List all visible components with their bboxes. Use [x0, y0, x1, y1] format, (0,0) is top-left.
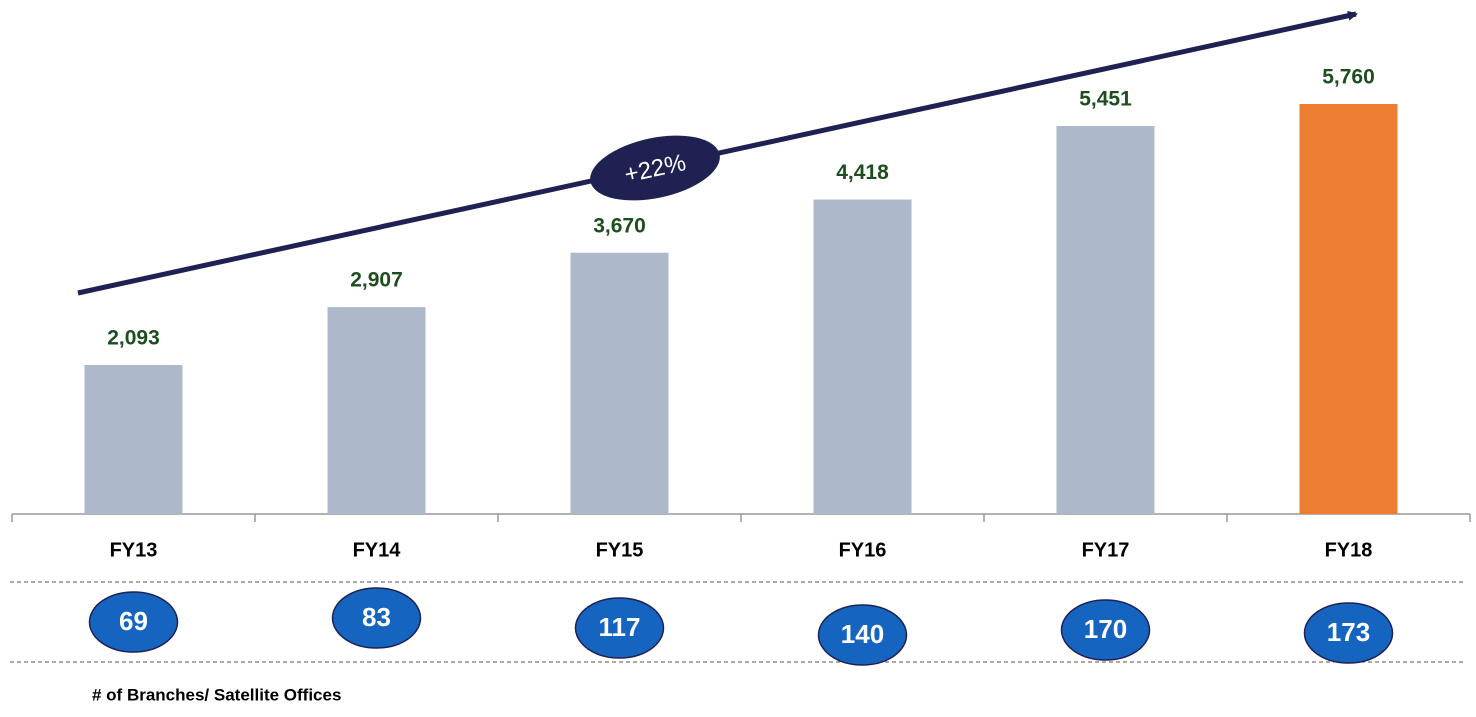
branch-count: 83: [362, 602, 391, 632]
branch-bubble: [1060, 599, 1151, 661]
branch-count: 69: [119, 606, 148, 636]
branch-bubble: [574, 597, 665, 659]
x-tick-label: FY14: [353, 539, 402, 561]
value-label: 2,907: [350, 269, 403, 292]
annotation: +22%: [590, 135, 720, 201]
branch-bubble: [817, 604, 908, 666]
branch-bubble: [1303, 602, 1394, 664]
x-tick-label: FY16: [839, 539, 887, 561]
x-tick-label: FY18: [1325, 539, 1373, 561]
bar: [84, 365, 183, 514]
value-label: 4,418: [836, 161, 889, 184]
bar: [1056, 125, 1155, 515]
bar: [570, 252, 669, 514]
value-label: 5,760: [1322, 66, 1375, 89]
value-label: 5,451: [1079, 88, 1132, 111]
branch-count: 173: [1327, 617, 1370, 647]
bar: [327, 307, 426, 514]
x-tick-label: FY15: [596, 539, 644, 561]
branch-bubble: [331, 587, 422, 649]
branch-count: 140: [841, 619, 884, 649]
x-tick-label: FY13: [110, 539, 158, 561]
value-label: 3,670: [593, 214, 646, 237]
branch-count: 117: [599, 612, 641, 642]
bar: [1299, 104, 1398, 514]
branch-count: 170: [1084, 614, 1127, 644]
branch-bubble: [88, 591, 179, 653]
value-label: 2,093: [107, 327, 160, 350]
annotation-bubble: [590, 135, 720, 201]
x-tick-label: FY17: [1082, 539, 1130, 561]
branches-label: # of Branches/ Satellite Offices: [92, 685, 341, 704]
bar: [813, 199, 912, 515]
